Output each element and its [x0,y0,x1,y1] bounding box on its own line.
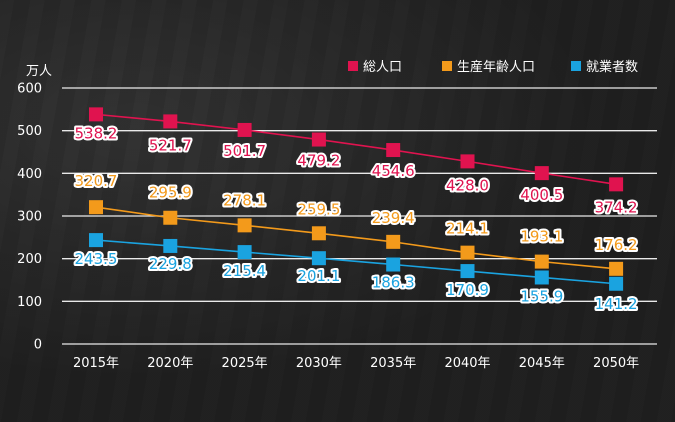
data-label-0-3: 479.2 [297,152,340,170]
data-label-1-3: 259.5 [297,200,340,218]
data-label-1-1: 295.9 [149,184,192,202]
data-point-0-0 [89,107,103,122]
data-label-0-1: 521.7 [149,136,192,154]
y-tick-label-600: 600 [17,82,42,97]
legend-label-0: 総人口 [363,60,402,75]
data-label-2-4: 186.3 [372,274,415,292]
data-point-0-7 [609,177,624,192]
legend-swatch-1 [442,61,452,71]
series-2: 243.5 229.8 215.4 201.1 186.3 170.9 155.9 141.2 [73,233,640,315]
x-tick-label-3: 2030年 [296,356,342,371]
x-tick-label-0: 2015年 [73,356,119,371]
series-1: 320.7 295.9 278.1 259.5 239.4 214.1 193.1 176.2 [73,170,640,276]
y-axis-unit-label: 万人 [26,64,52,79]
y-tick-label-0: 0 [34,338,42,353]
data-label-2-1: 229.8 [149,255,192,273]
data-point-1-7 [609,261,624,276]
legend-swatch-0 [348,61,358,71]
data-label-2-5: 170.9 [446,281,489,299]
data-point-1-1 [163,210,178,225]
data-label-1-5: 214.1 [446,220,489,238]
data-label-2-6: 155.9 [520,287,563,305]
gridlines [62,87,657,345]
data-label-0-5: 428.0 [446,176,489,194]
data-point-0-4 [386,143,401,158]
series-line-0 [95,113,617,186]
x-tick-label-7: 2050年 [593,356,639,371]
data-point-2-0 [89,233,103,248]
data-label-1-6: 193.1 [520,228,563,246]
data-label-2-2: 215.4 [223,262,266,280]
legend-label-2: 就業者数 [586,59,638,75]
x-tick-label-6: 2045年 [519,356,565,371]
data-label-1-0: 320.7 [75,172,118,190]
data-label-2-7: 141.2 [595,295,638,313]
x-tick-label-4: 2035年 [370,356,416,371]
data-point-1-0 [89,200,103,215]
data-point-1-6 [534,254,549,269]
data-point-1-3 [311,226,326,241]
series-layer: 538.2 521.7 501.7 479.2 454.6 428.0 400.5 374.2… [73,107,640,315]
data-point-0-3 [311,132,326,147]
data-point-1-5 [460,245,475,260]
y-tick-label-500: 500 [17,124,42,139]
data-point-2-6 [534,270,549,285]
data-label-2-0: 243.5 [75,250,118,268]
legend-item-2: 就業者数 [571,59,638,75]
legend-item-1: 生産年齢人口 [442,59,535,75]
data-label-1-4: 239.4 [372,209,415,227]
y-tick-label-300: 300 [17,210,42,225]
data-point-0-2 [237,122,252,137]
legend: 総人口 生産年齢人口 就業者数 [348,59,638,75]
series-0: 538.2 521.7 501.7 479.2 454.6 428.0 400.5 374.2 [73,107,640,218]
data-label-0-4: 454.6 [372,162,415,180]
data-label-0-6: 400.5 [520,186,563,204]
series-line-2 [95,239,617,285]
legend-label-1: 生産年齢人口 [457,59,535,75]
y-axis-ticks: 0 100 200 300 400 500 600 [17,82,42,353]
data-label-2-3: 201.1 [297,267,340,285]
data-label-0-0: 538.2 [75,124,118,142]
data-point-1-2 [237,218,252,233]
data-point-0-5 [460,154,475,169]
y-tick-label-200: 200 [17,252,42,267]
x-tick-label-1: 2020年 [147,356,193,371]
data-label-1-7: 176.2 [595,236,638,254]
data-point-2-3 [311,251,326,266]
data-point-2-1 [163,238,178,253]
data-point-1-4 [386,234,401,249]
x-axis-ticks: 2015年 2020年 2025年 2030年 2035年 2040年 2045年 2050年 [73,356,639,371]
data-point-0-6 [534,166,549,181]
data-point-2-7 [609,276,624,291]
data-point-0-1 [163,114,178,129]
series-line-1 [95,206,617,270]
data-point-2-4 [386,257,401,272]
legend-item-0: 総人口 [348,60,402,75]
y-tick-label-100: 100 [17,295,42,310]
data-label-1-2: 278.1 [223,191,266,209]
data-label-0-7: 374.2 [595,198,638,216]
x-tick-label-2: 2025年 [222,356,268,371]
x-tick-label-5: 2040年 [444,356,490,371]
y-tick-label-400: 400 [17,167,42,182]
data-label-0-2: 501.7 [223,142,266,160]
legend-swatch-2 [571,61,581,71]
data-point-2-2 [237,245,252,260]
data-point-2-5 [460,264,475,279]
